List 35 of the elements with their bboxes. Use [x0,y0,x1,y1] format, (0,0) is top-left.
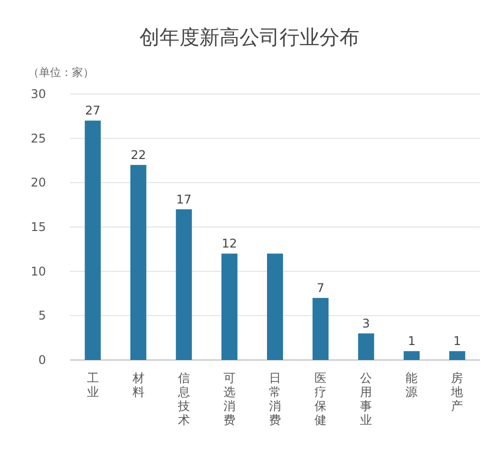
bar [449,351,466,360]
y-tick-label: 0 [38,353,46,367]
chart-title: 创年度新高公司行业分布 [140,25,360,49]
bar [358,333,374,360]
data-label: 12 [222,236,238,251]
y-tick-label: 30 [30,87,46,101]
bar [221,254,238,360]
x-tick-label: 工业 [86,371,99,399]
x-tick-label: 日常消费 [269,371,281,427]
bar [176,209,192,360]
y-tick-label: 20 [30,176,46,190]
data-label: 7 [316,280,324,295]
data-label: 17 [176,192,192,206]
x-tick-label: 材料 [131,371,144,399]
bar [130,164,146,360]
bar [404,351,420,360]
data-label: 27 [85,104,100,118]
x-tick-label: 可选消费 [223,371,236,427]
bar [267,254,283,360]
y-tick-label: 15 [30,220,46,234]
bar [312,298,329,360]
bar [84,120,101,360]
y-tick-label: 5 [38,308,46,323]
y-tick-label: 10 [30,264,46,278]
x-tick-label: 信息技术 [176,371,190,427]
x-tick-label: 能源 [406,371,418,399]
x-tick-label: 房地产 [450,371,464,413]
data-label: 22 [130,148,146,162]
y-axis-title: （单位：家） [28,66,94,79]
data-label: 1 [453,334,462,348]
y-tick-label: 25 [30,131,46,146]
data-label: 3 [362,316,370,330]
data-label: 1 [408,334,416,348]
x-tick-label: 医疗保健 [314,371,327,427]
x-tick-label: 公用事业 [360,371,372,427]
